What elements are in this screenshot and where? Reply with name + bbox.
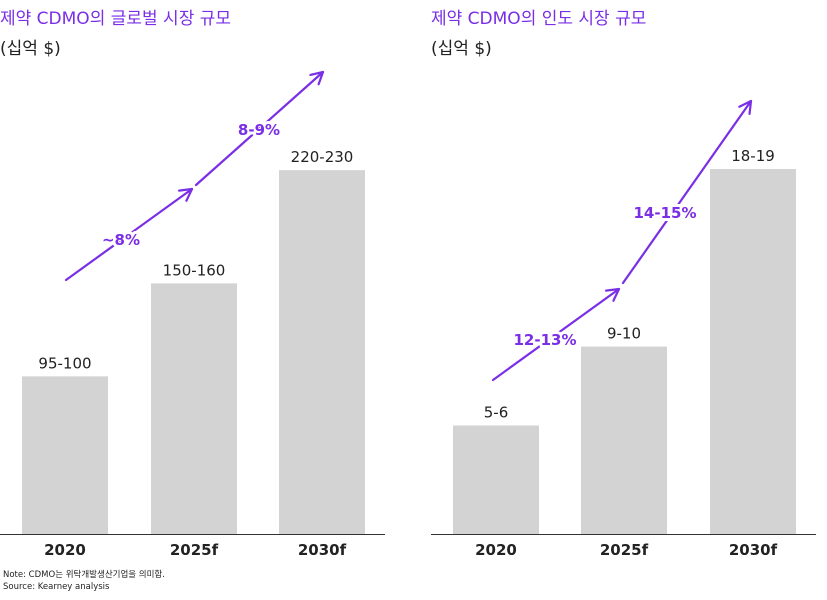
category-label-2025f: 2025f — [600, 541, 649, 559]
value-label-2020: 5-6 — [484, 403, 509, 421]
category-label-2020: 2020 — [475, 541, 517, 559]
value-label-2030f: 220-230 — [291, 148, 354, 166]
growth-rate-label: 8-9% — [238, 121, 280, 139]
source-text: Source: Kearney analysis — [3, 582, 110, 592]
bar-2030f — [710, 168, 796, 534]
chart-title: 제약 CDMO의 글로벌 시장 규모 — [0, 9, 232, 29]
value-label-2025f: 150-160 — [163, 261, 226, 279]
value-label-2030f: 18-19 — [731, 147, 775, 165]
india-market-chart: 제약 CDMO의 인도 시장 규모 (십억 $) 5-6 2020 9-10 2025… — [431, 0, 827, 570]
growth-arrow — [621, 99, 753, 285]
category-label-2030f: 2030f — [729, 541, 778, 559]
value-label-2025f: 9-10 — [607, 325, 641, 343]
bar-2025f — [151, 283, 237, 534]
y-axis-unit-label: (십억 $) — [431, 39, 492, 59]
bar-2020 — [453, 425, 539, 534]
footnotes: Note: CDMO는 위탁개발생산기업을 의미함. Source: Kearn… — [3, 569, 165, 593]
growth-rate-label: 14-15% — [633, 204, 696, 222]
y-axis-unit-label: (십억 $) — [0, 39, 61, 59]
growth-arrow — [194, 70, 325, 187]
growth-arrow — [64, 187, 194, 282]
chart-title: 제약 CDMO의 인도 시장 규모 — [431, 9, 647, 29]
bar-2020 — [22, 376, 108, 534]
category-label-2030f: 2030f — [298, 541, 347, 559]
bar-2030f — [279, 170, 365, 535]
category-label-2020: 2020 — [44, 541, 86, 559]
growth-rate-label: ~8% — [102, 231, 140, 249]
growth-arrow — [491, 287, 621, 382]
category-label-2025f: 2025f — [170, 541, 219, 559]
growth-rate-label: 12-13% — [513, 331, 576, 349]
global-market-chart: 제약 CDMO의 글로벌 시장 규모 (십억 $) 95-100 2020 150-… — [0, 0, 400, 570]
value-label-2020: 95-100 — [38, 354, 91, 372]
bar-2025f — [581, 346, 667, 534]
note-text: Note: CDMO는 위탁개발생산기업을 의미함. — [3, 570, 165, 580]
global-market-bar-chart: 95-100 2020 150-160 2025f 220-230 2030f ~8% 8-9… — [0, 70, 385, 559]
india-market-bar-chart: 5-6 2020 9-10 2025f 18-19 2030f 12-13% 14-15% — [431, 99, 816, 559]
